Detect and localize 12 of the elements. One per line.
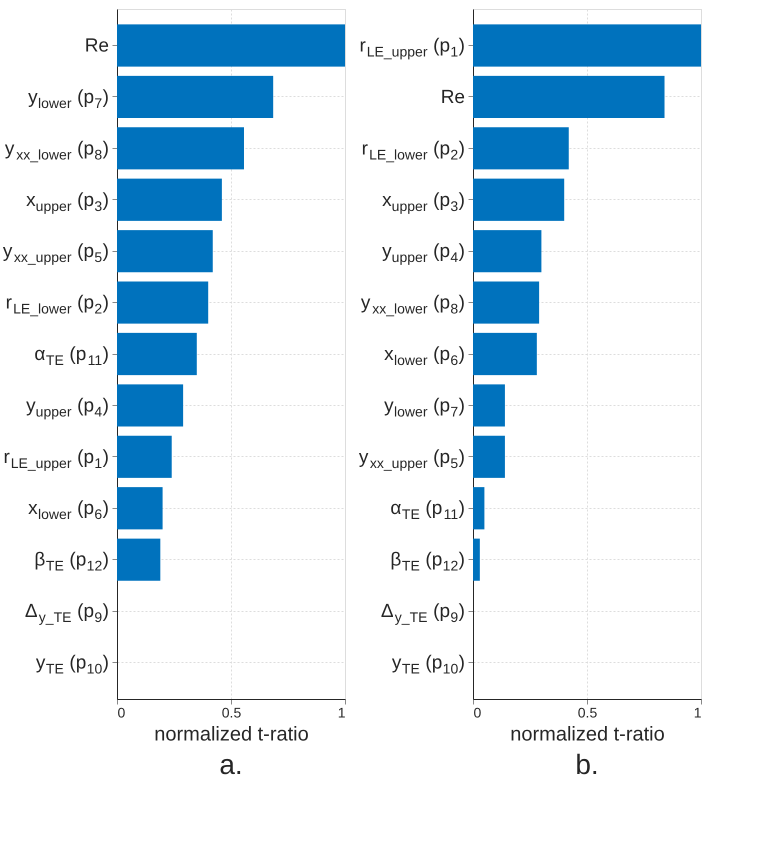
x-tick-label: 1 [694,704,702,720]
x-tick-label: 0 [118,704,126,720]
text: a. [219,749,243,780]
x-tick-label: 0.5 [222,704,242,720]
x-tick-label: 0 [474,704,482,720]
x-tick-label: 1 [338,704,346,720]
x-tick-label: 0.5 [578,704,598,720]
y-tick-label: Re [440,86,465,108]
x-axis-title: normalized t-ratio [510,724,665,746]
x-axis-title: normalized t-ratio [154,724,309,746]
y-tick-label: Re [84,36,109,57]
text: b. [575,749,599,780]
